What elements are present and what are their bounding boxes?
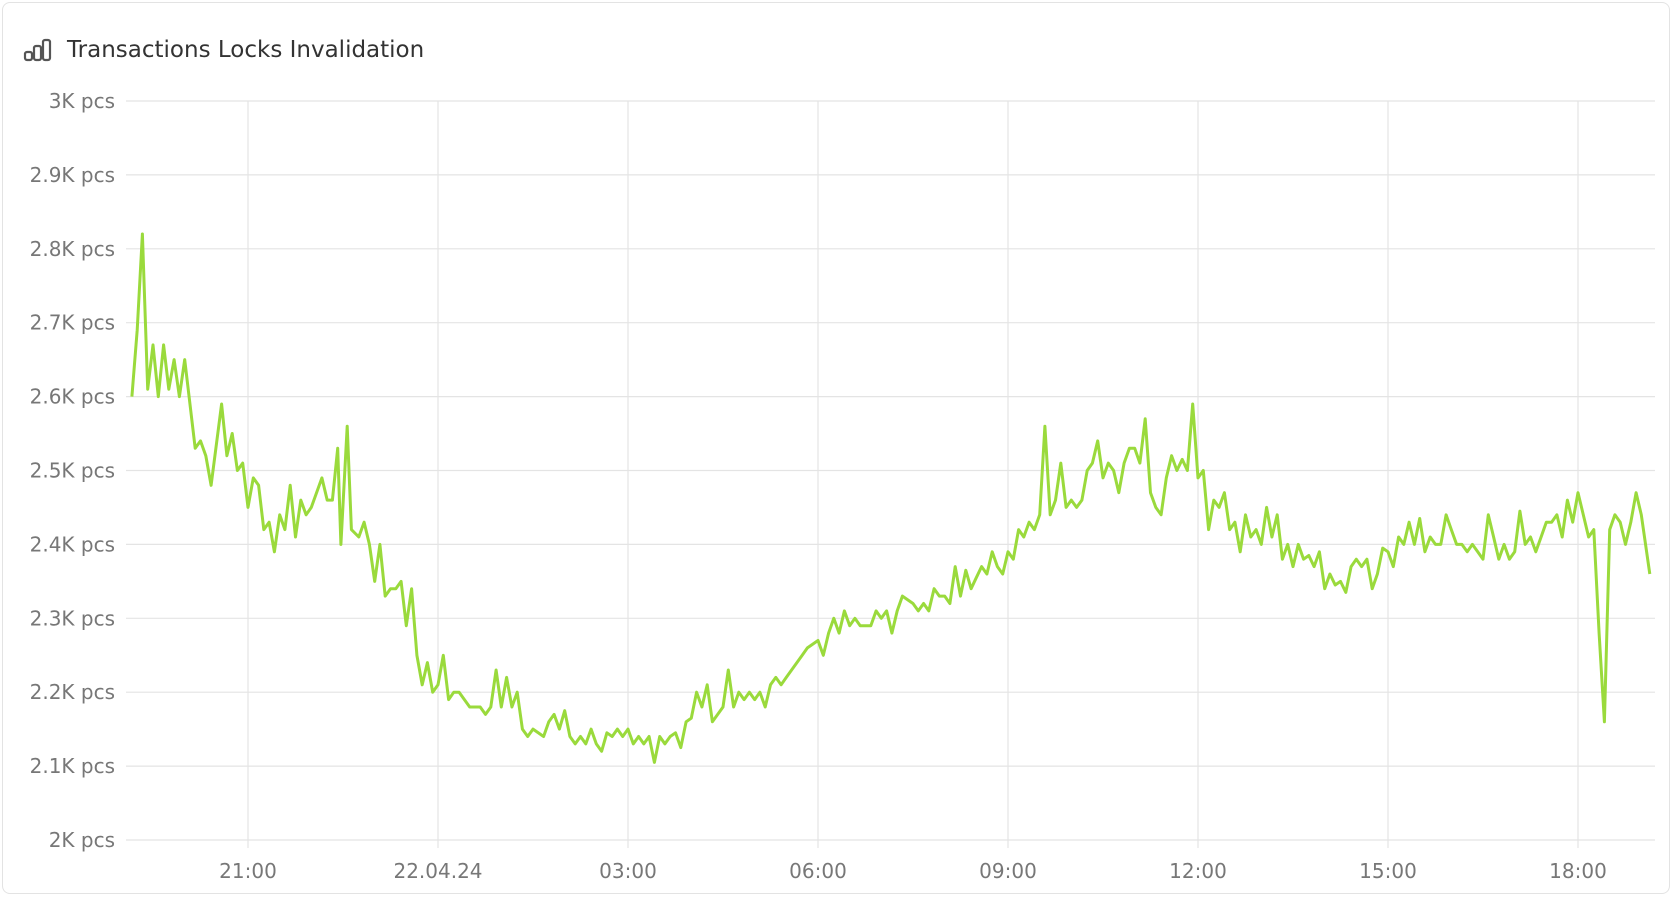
y-tick-label: 2K pcs	[49, 828, 115, 852]
chart-title: Transactions Locks Invalidation	[67, 37, 425, 63]
x-tick-label: 21:00	[219, 859, 277, 883]
y-tick-label: 2.9K pcs	[30, 163, 115, 187]
x-tick-label: 15:00	[1359, 859, 1417, 883]
y-tick-label: 2.6K pcs	[30, 385, 115, 409]
x-tick-label: 22.04.24	[393, 859, 482, 883]
y-tick-label: 2.1K pcs	[30, 754, 115, 778]
series-line	[130, 232, 1652, 764]
y-tick-label: 2.4K pcs	[30, 532, 115, 556]
chart-header: Transactions Locks Invalidation	[23, 37, 424, 63]
x-tick-label: 06:00	[789, 859, 847, 883]
y-tick-label: 2.8K pcs	[30, 237, 115, 261]
y-tick-label: 2.7K pcs	[30, 311, 115, 335]
y-tick-label: 2.2K pcs	[30, 680, 115, 704]
x-tick-label: 18:00	[1549, 859, 1607, 883]
x-tick-label: 12:00	[1169, 859, 1227, 883]
y-tick-label: 2.5K pcs	[30, 459, 115, 483]
x-tick-label: 09:00	[979, 859, 1037, 883]
y-tick-label: 3K pcs	[49, 89, 115, 113]
x-tick-label: 03:00	[599, 859, 657, 883]
y-tick-label: 2.3K pcs	[30, 606, 115, 630]
bar-chart-icon	[23, 38, 52, 62]
